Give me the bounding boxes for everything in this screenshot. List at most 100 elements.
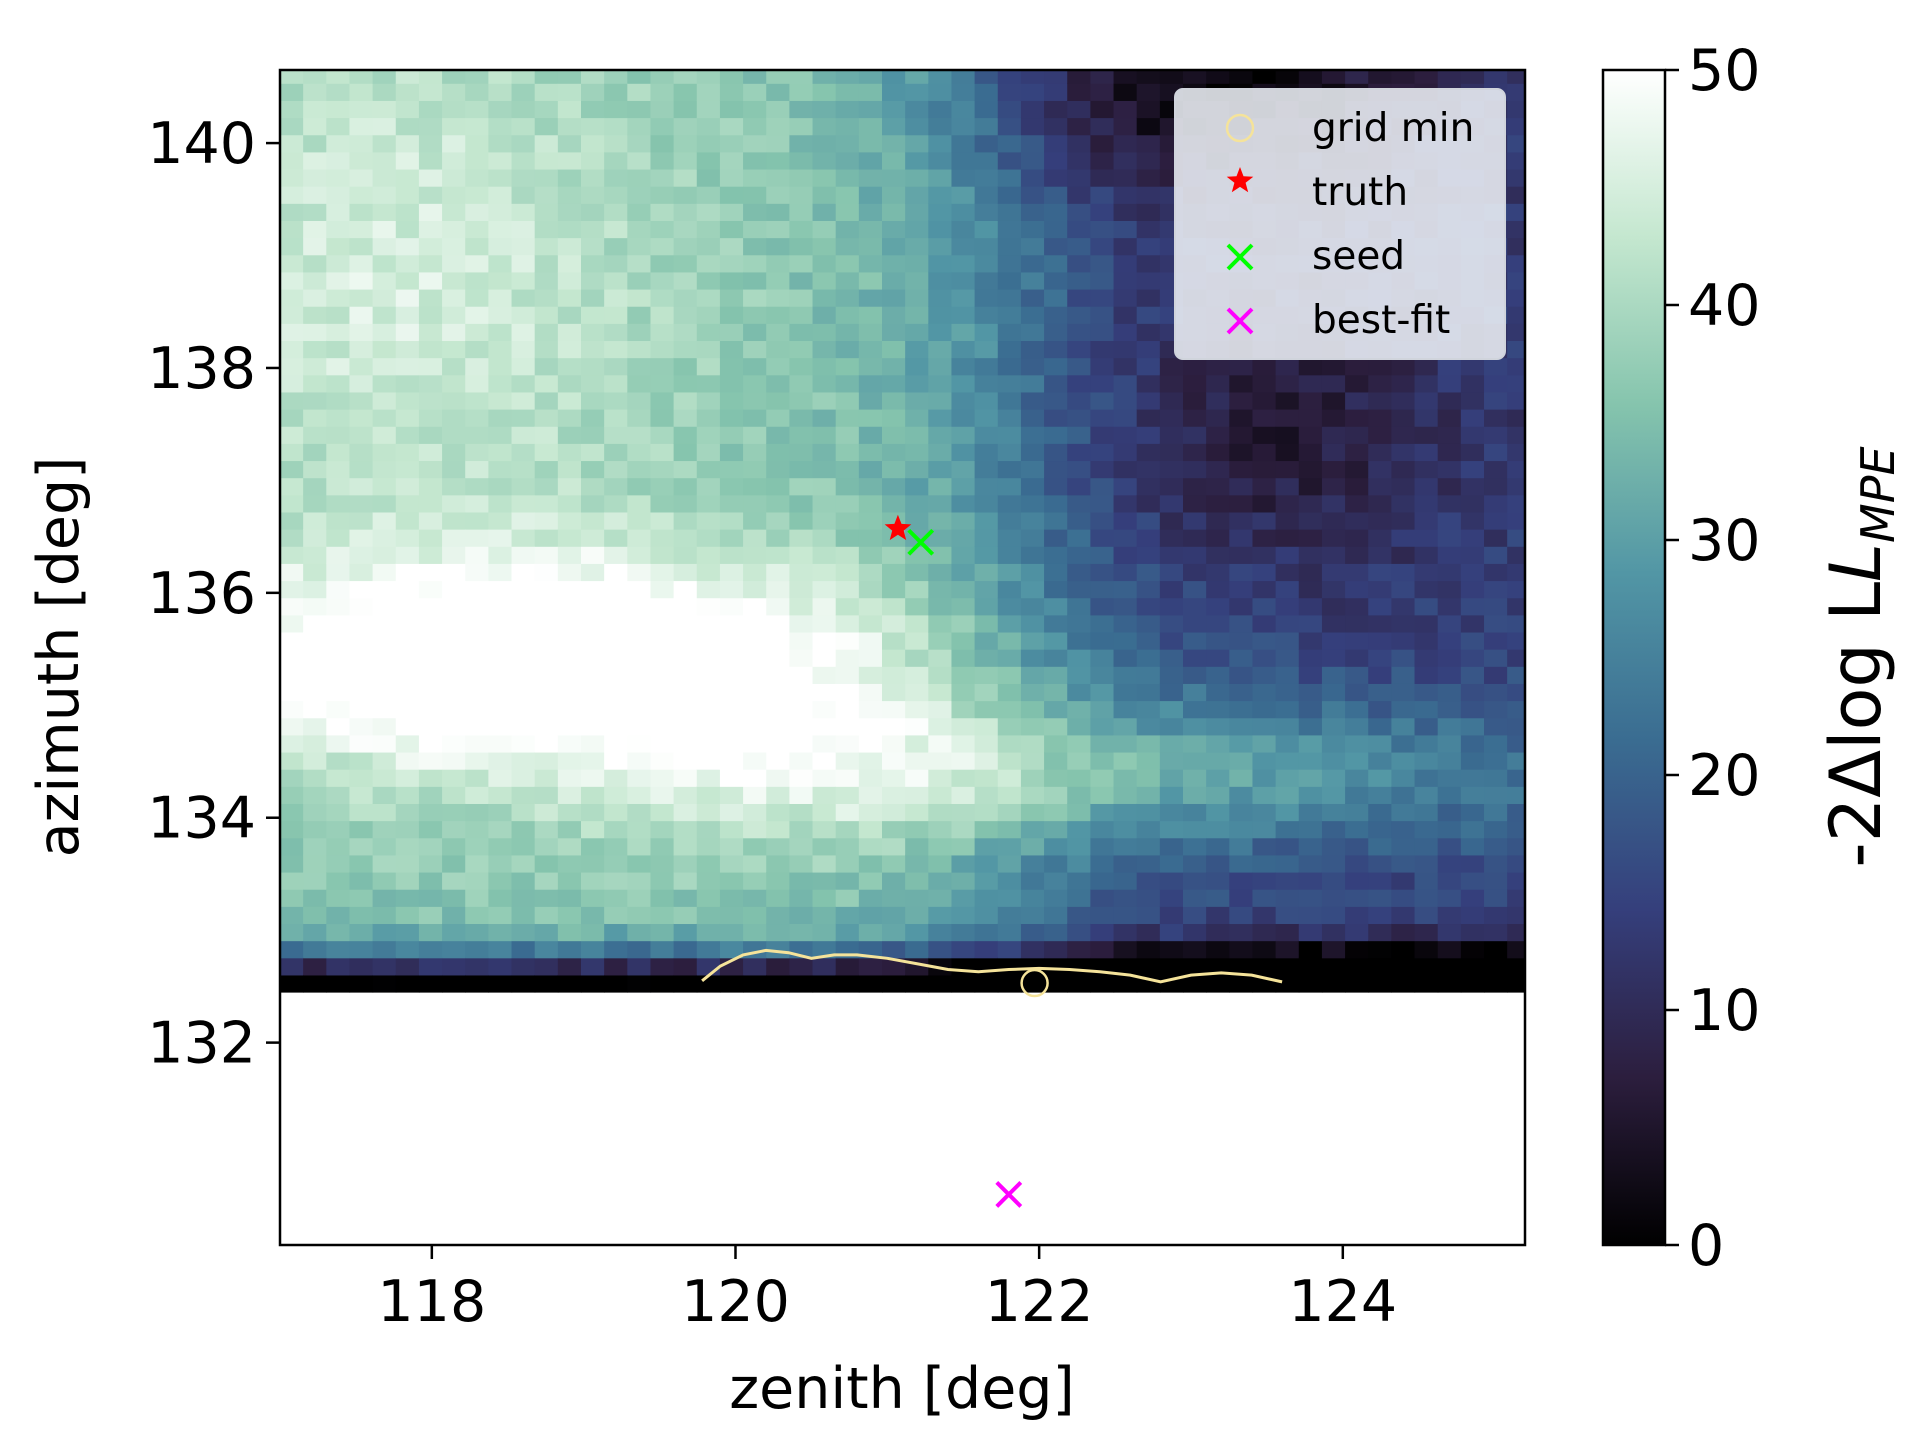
heatmap-cell bbox=[395, 854, 420, 873]
heatmap-cell bbox=[1321, 700, 1346, 719]
heatmap-cell bbox=[835, 546, 860, 564]
heatmap-cell bbox=[789, 563, 814, 582]
heatmap-cell bbox=[1484, 734, 1508, 753]
heatmap-cell bbox=[812, 83, 837, 101]
heatmap-cell bbox=[835, 70, 860, 84]
heatmap-cell bbox=[511, 769, 536, 787]
heatmap-cell bbox=[1460, 494, 1485, 513]
heatmap-cell bbox=[905, 923, 929, 942]
heatmap-cell bbox=[465, 563, 489, 582]
heatmap-cell bbox=[557, 683, 582, 702]
heatmap-cell bbox=[1460, 717, 1485, 736]
heatmap-cell bbox=[303, 288, 327, 307]
heatmap-cell bbox=[372, 957, 397, 976]
heatmap-cell bbox=[928, 563, 953, 582]
heatmap-cell bbox=[696, 580, 721, 599]
heatmap-cell bbox=[303, 597, 327, 616]
heatmap-cell bbox=[928, 580, 953, 599]
heatmap-cell bbox=[1368, 854, 1392, 873]
heatmap-cell bbox=[1159, 563, 1184, 582]
heatmap-cell bbox=[719, 203, 744, 221]
heatmap-cell bbox=[974, 477, 999, 496]
heatmap-cell bbox=[372, 580, 397, 599]
heatmap-cell bbox=[743, 203, 767, 221]
heatmap-cell bbox=[1229, 923, 1254, 942]
heatmap-cell bbox=[1183, 923, 1207, 942]
heatmap-cell bbox=[1113, 443, 1138, 462]
heatmap-cell bbox=[696, 700, 721, 719]
heatmap-cell bbox=[303, 734, 327, 753]
heatmap-cell bbox=[1345, 854, 1369, 873]
heatmap-cell bbox=[1298, 614, 1323, 633]
heatmap-cell bbox=[395, 734, 420, 753]
heatmap-cell bbox=[1391, 357, 1416, 376]
heatmap-cell bbox=[696, 683, 721, 702]
heatmap-cell bbox=[789, 683, 814, 702]
heatmap-cell bbox=[1067, 871, 1091, 890]
heatmap-cell bbox=[1368, 906, 1392, 925]
heatmap-cell bbox=[997, 889, 1022, 907]
heatmap-cell bbox=[719, 357, 744, 376]
heatmap-cell bbox=[1321, 631, 1346, 650]
heatmap-cell bbox=[1229, 546, 1254, 564]
heatmap-cell bbox=[812, 786, 837, 804]
heatmap-cell bbox=[905, 83, 929, 101]
heatmap-cell bbox=[557, 889, 582, 907]
heatmap-cell bbox=[581, 751, 605, 770]
heatmap-cell bbox=[1020, 580, 1045, 599]
heatmap-cell bbox=[1275, 871, 1300, 890]
heatmap-cell bbox=[418, 357, 443, 376]
heatmap-cell bbox=[1437, 649, 1462, 667]
heatmap-cell bbox=[1090, 306, 1115, 324]
heatmap-cell bbox=[1252, 631, 1277, 650]
heatmap-cell bbox=[997, 409, 1022, 427]
heatmap-cell bbox=[1090, 70, 1115, 84]
heatmap-cell bbox=[1252, 614, 1277, 633]
heatmap-cell bbox=[997, 580, 1022, 599]
heatmap-cell bbox=[511, 460, 536, 479]
heatmap-cell bbox=[1414, 563, 1439, 582]
heatmap-cell bbox=[326, 340, 351, 359]
heatmap-cell bbox=[1206, 511, 1230, 530]
heatmap-cell bbox=[743, 168, 767, 187]
heatmap-cell bbox=[1484, 700, 1508, 719]
heatmap-cell bbox=[1229, 580, 1254, 599]
heatmap-cell bbox=[1183, 529, 1207, 547]
heatmap-cell bbox=[627, 134, 652, 153]
heatmap-cell bbox=[280, 100, 304, 119]
heatmap-cell bbox=[905, 871, 929, 890]
heatmap-cell bbox=[372, 786, 397, 804]
heatmap-cell bbox=[997, 220, 1022, 239]
heatmap-cell bbox=[349, 494, 374, 513]
heatmap-cell bbox=[280, 734, 304, 753]
heatmap-cell bbox=[1484, 529, 1508, 547]
heatmap-cell bbox=[858, 974, 883, 993]
heatmap-cell bbox=[1113, 769, 1138, 787]
heatmap-cell bbox=[1136, 871, 1161, 890]
heatmap-cell bbox=[789, 837, 814, 856]
heatmap-cell bbox=[303, 323, 327, 342]
heatmap-cell bbox=[1229, 854, 1254, 873]
heatmap-cell bbox=[719, 83, 744, 101]
heatmap-cell bbox=[1275, 460, 1300, 479]
heatmap-cell bbox=[1298, 529, 1323, 547]
heatmap-cell bbox=[326, 494, 351, 513]
heatmap-cell bbox=[280, 168, 304, 187]
heatmap-cell bbox=[465, 820, 489, 839]
heatmap-cell bbox=[1252, 854, 1277, 873]
heatmap-cell bbox=[743, 426, 767, 444]
heatmap-cell bbox=[349, 546, 374, 564]
heatmap-cell bbox=[581, 151, 605, 170]
heatmap-cell bbox=[372, 529, 397, 547]
heatmap-cell bbox=[1113, 751, 1138, 770]
heatmap-cell bbox=[882, 426, 906, 444]
heatmap-cell bbox=[766, 649, 790, 667]
heatmap-cell bbox=[1391, 409, 1416, 427]
heatmap-cell bbox=[1414, 974, 1439, 993]
heatmap-cell bbox=[1136, 837, 1161, 856]
heatmap-cell bbox=[534, 203, 559, 221]
heatmap-cell bbox=[673, 580, 698, 599]
heatmap-cell bbox=[326, 957, 351, 976]
heatmap-cell bbox=[627, 288, 652, 307]
heatmap-cell bbox=[604, 614, 628, 633]
